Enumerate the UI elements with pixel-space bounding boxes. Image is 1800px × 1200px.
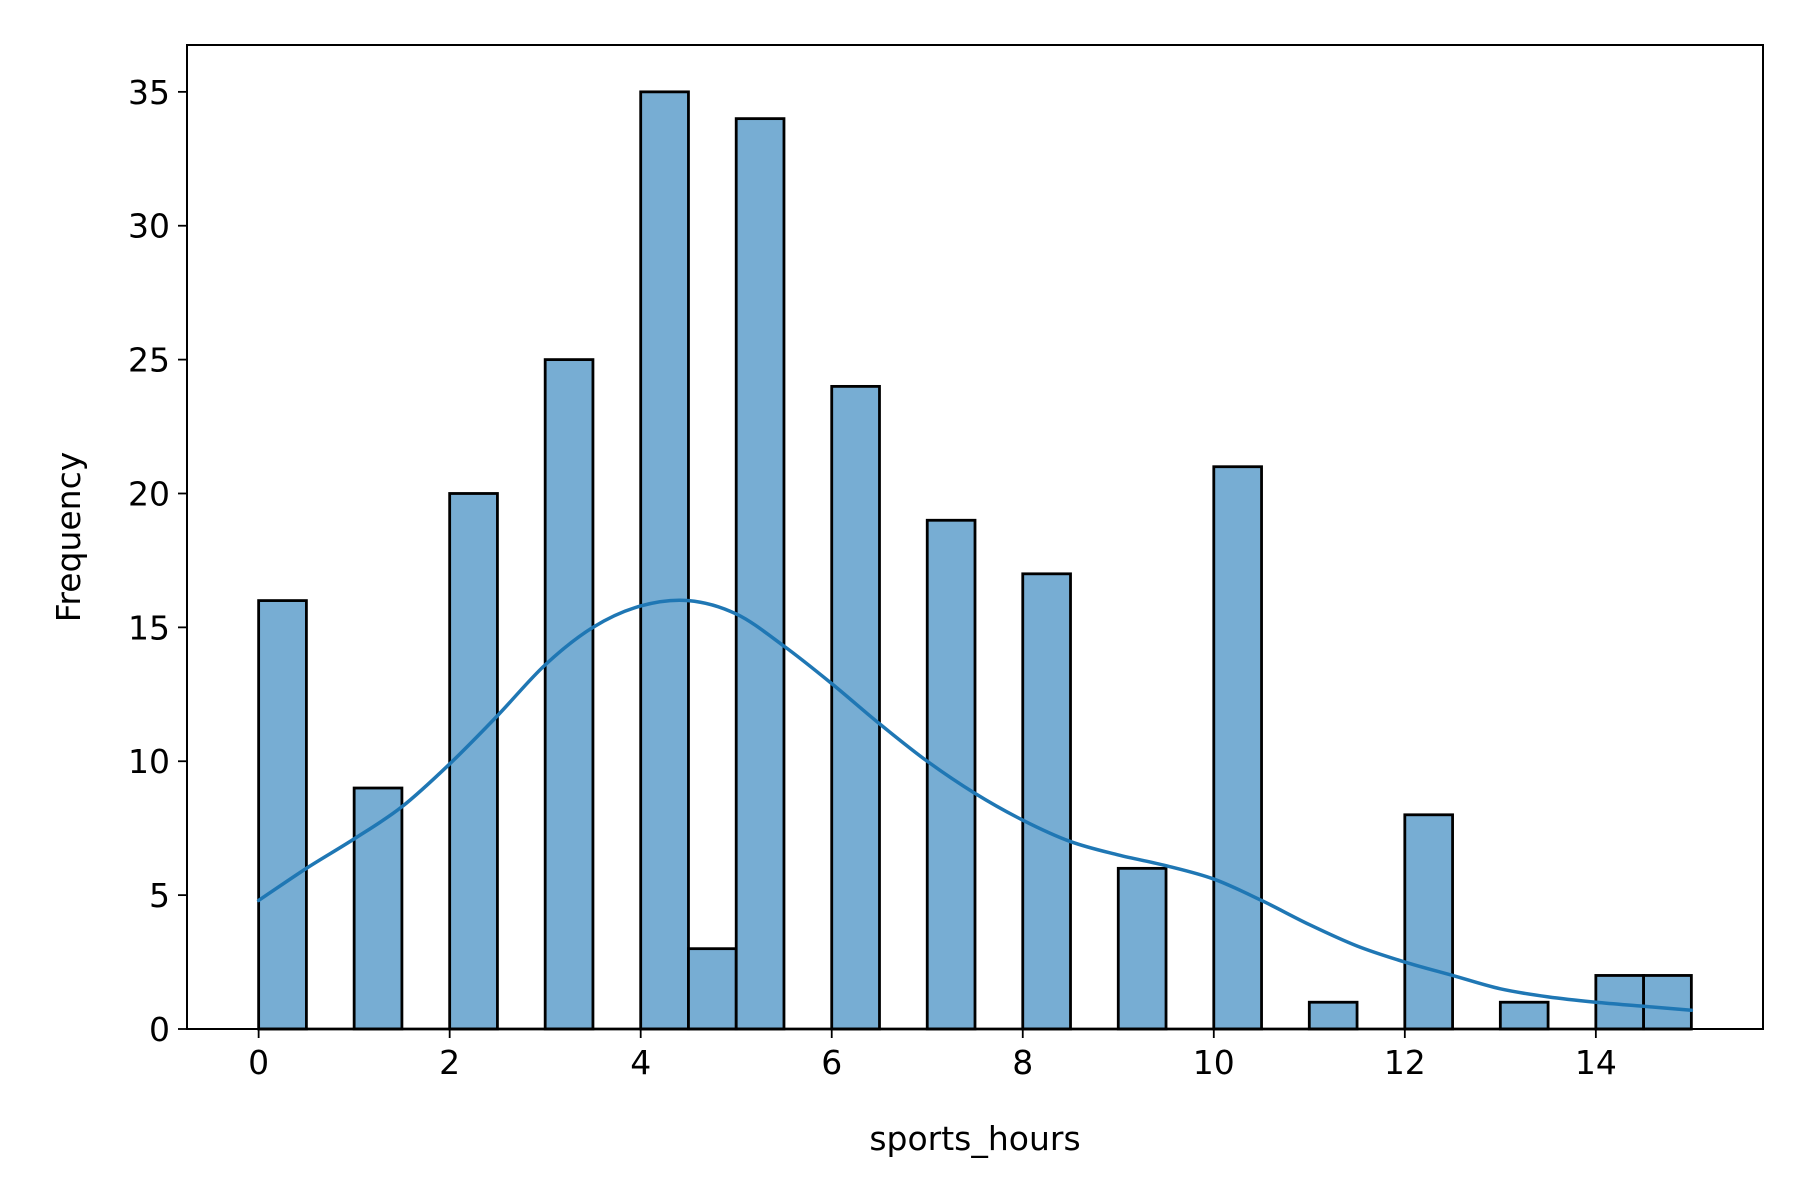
x-tick-label: 14 xyxy=(1575,1043,1617,1082)
histogram-bar xyxy=(1021,572,1072,1031)
y-tick-label: 25 xyxy=(128,341,170,380)
x-tick-label: 4 xyxy=(630,1043,651,1082)
y-tick-label: 30 xyxy=(128,207,170,246)
y-tick-label: 35 xyxy=(128,73,170,112)
x-tick-label: 10 xyxy=(1193,1043,1235,1082)
histogram-bar xyxy=(639,90,690,1031)
axes-frame xyxy=(186,44,1764,1030)
histogram-bar xyxy=(352,786,404,1031)
histogram-bar xyxy=(1116,866,1168,1031)
histogram-bar xyxy=(257,599,308,1031)
y-axis-ticks: 0 5 10 15 20 25 30 35 xyxy=(128,73,187,1049)
y-tick-label: 0 xyxy=(149,1010,170,1049)
histogram-bars xyxy=(257,90,1693,1031)
histogram-bar xyxy=(543,358,595,1031)
y-tick-label: 5 xyxy=(149,876,170,915)
x-axis-label: sports_hours xyxy=(869,1119,1080,1158)
y-tick-label: 10 xyxy=(128,742,170,781)
histogram-bar xyxy=(1498,1000,1550,1031)
histogram-bar xyxy=(734,117,786,1031)
y-axis-label: Frequency xyxy=(49,452,88,622)
x-axis-ticks: 0 2 4 6 8 10 12 14 xyxy=(248,1029,1617,1082)
histogram-bar xyxy=(1212,465,1263,1031)
y-tick-label: 15 xyxy=(128,608,170,647)
x-tick-label: 12 xyxy=(1384,1043,1426,1082)
histogram-bar xyxy=(448,492,499,1031)
histogram-bar xyxy=(1307,1000,1359,1031)
x-tick-label: 2 xyxy=(439,1043,460,1082)
x-tick-label: 0 xyxy=(248,1043,269,1082)
kde-line xyxy=(256,598,1694,1013)
y-tick-label: 20 xyxy=(128,474,170,513)
x-tick-label: 8 xyxy=(1012,1043,1033,1082)
histogram-bar xyxy=(830,384,881,1031)
kde-curve-group xyxy=(256,598,1694,1013)
x-tick-label: 6 xyxy=(821,1043,842,1082)
histogram-bar xyxy=(1403,813,1454,1031)
histogram-bar xyxy=(925,518,977,1031)
histogram-bar xyxy=(1642,974,1693,1031)
histogram-bar xyxy=(687,947,738,1031)
